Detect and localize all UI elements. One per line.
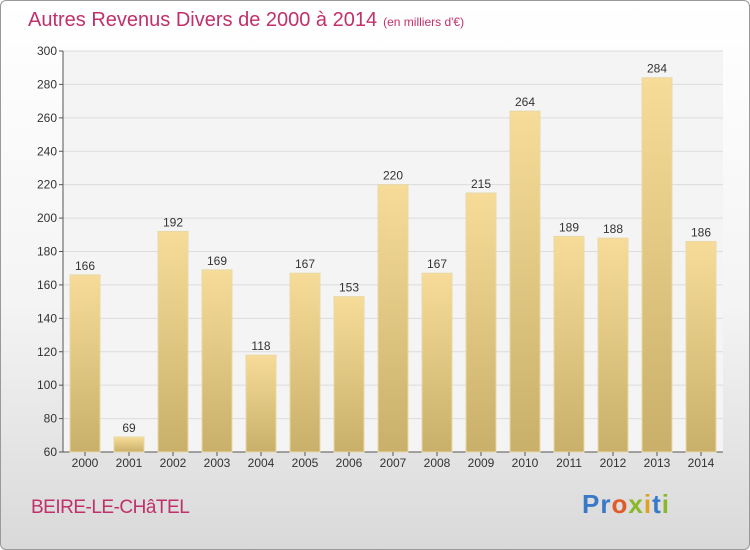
bar-value-label: 220 <box>383 169 403 183</box>
y-tick-label: 80 <box>44 412 58 426</box>
logo-letter: x <box>628 489 644 519</box>
bar-value-label: 166 <box>75 259 95 273</box>
bar <box>201 269 233 453</box>
bar <box>465 192 497 453</box>
bar-value-label: 186 <box>691 225 711 239</box>
bar <box>157 230 189 453</box>
logo-letter: i <box>661 489 670 519</box>
bar <box>289 272 321 453</box>
x-tick-label: 2006 <box>336 456 363 470</box>
bar-value-label: 215 <box>471 177 491 191</box>
logo-letter: i <box>643 489 653 519</box>
y-tick-label: 140 <box>37 311 57 325</box>
bar-value-label: 118 <box>251 339 270 353</box>
bar-value-label: 169 <box>207 254 227 268</box>
x-tick-label: 2008 <box>424 456 451 470</box>
x-tick-label: 2010 <box>512 456 539 470</box>
chart-title: Autres Revenus Divers de 2000 à 2014 (en … <box>28 9 464 32</box>
bar <box>245 354 277 453</box>
x-tick-label: 2000 <box>72 456 99 470</box>
y-tick-label: 200 <box>37 211 57 225</box>
logo-letter: t <box>652 489 662 519</box>
bar-value-label: 264 <box>515 95 535 109</box>
place-name: BEIRE-LE-CHâTEL <box>31 497 190 518</box>
bar <box>685 240 717 453</box>
x-tick-label: 2012 <box>600 456 627 470</box>
x-tick-label: 2013 <box>644 456 671 470</box>
x-tick-label: 2007 <box>380 456 407 470</box>
x-tick-label: 2014 <box>688 456 715 470</box>
y-tick-label: 60 <box>44 445 58 459</box>
y-tick-label: 120 <box>37 345 57 359</box>
bar <box>113 436 145 453</box>
x-tick-label: 2004 <box>248 456 275 470</box>
x-tick-label: 2003 <box>204 456 231 470</box>
y-tick-label: 220 <box>37 178 57 192</box>
chart-unit: (en milliers d'€) <box>383 15 465 29</box>
bar <box>69 274 101 453</box>
bar-value-label: 192 <box>163 215 183 229</box>
bar <box>377 184 409 453</box>
bar-value-label: 284 <box>647 62 667 76</box>
y-tick-label: 100 <box>37 378 57 392</box>
bar-value-label: 153 <box>339 281 359 295</box>
bar-value-label: 189 <box>559 220 579 234</box>
bar <box>553 235 585 453</box>
bar <box>641 77 673 453</box>
y-tick-label: 160 <box>37 278 57 292</box>
logo-letter: P <box>582 489 601 519</box>
x-tick-label: 2001 <box>116 456 143 470</box>
y-tick-label: 180 <box>37 245 57 259</box>
x-tick-label: 2002 <box>160 456 187 470</box>
bar-value-label: 167 <box>295 257 315 271</box>
bar-value-label: 69 <box>122 421 136 435</box>
x-tick-label: 2011 <box>556 456 582 470</box>
bar <box>597 237 629 453</box>
bar <box>333 296 365 453</box>
logo-letter: r <box>600 489 612 519</box>
logo-letter: o <box>611 489 629 519</box>
y-tick-label: 280 <box>37 77 57 91</box>
x-tick-label: 2005 <box>292 456 319 470</box>
y-tick-label: 240 <box>37 144 57 158</box>
bar-value-label: 167 <box>427 257 447 271</box>
y-tick-label: 260 <box>37 111 57 125</box>
proxiti-logo: Proxiti <box>582 489 670 520</box>
bar <box>421 272 453 453</box>
bar <box>509 110 541 453</box>
bar-value-label: 188 <box>603 222 623 236</box>
chart-title-text: Autres Revenus Divers de 2000 à 2014 <box>28 9 378 31</box>
y-tick-label: 300 <box>37 44 57 58</box>
x-tick-label: 2009 <box>468 456 495 470</box>
